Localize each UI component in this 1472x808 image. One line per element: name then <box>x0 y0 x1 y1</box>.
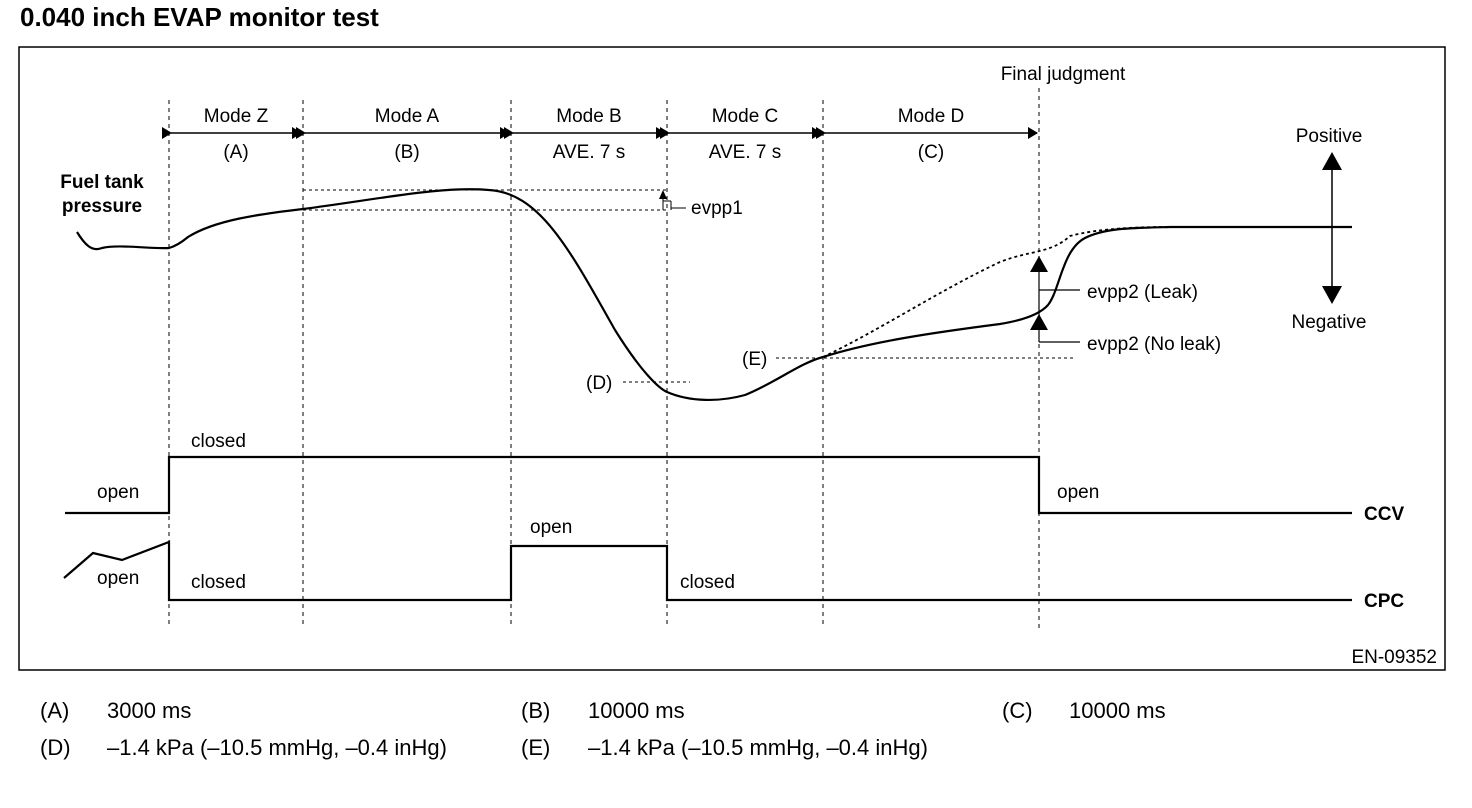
diagram-frame <box>18 46 1446 671</box>
cpc-state-before: open <box>97 568 139 589</box>
negative-label: Negative <box>1292 312 1367 333</box>
legend-value: 10000 ms <box>1069 698 1166 723</box>
mode-a-sub: (B) <box>394 142 419 163</box>
evpp1-label: evpp1 <box>691 198 743 219</box>
positive-label: Positive <box>1296 126 1363 147</box>
pressure-label-line1: Fuel tank <box>60 172 144 193</box>
evpp2-markers <box>1030 256 1080 343</box>
mode-d-label: Mode D <box>898 106 965 127</box>
cpc-state-during-1: closed <box>191 572 246 593</box>
mode-a-label: Mode A <box>375 106 440 127</box>
mode-boundaries <box>168 88 1040 628</box>
legend-key: (B) <box>521 698 551 723</box>
evpp1-reference-lines <box>303 189 667 211</box>
legend-key: (E) <box>521 735 551 760</box>
pressure-curve <box>76 188 1352 401</box>
ccv-state-before: open <box>97 482 139 503</box>
pressure-label-line2: pressure <box>62 196 142 217</box>
ccv-signal <box>65 455 1352 515</box>
cpc-state-after: closed <box>680 572 735 593</box>
page-title: 0.040 inch EVAP monitor test <box>20 2 379 32</box>
mode-b-sub: AVE. 7 s <box>553 142 626 163</box>
mode-d-sub: (C) <box>918 142 944 163</box>
figure-code: EN-09352 <box>1351 647 1437 668</box>
legend-value: –1.4 kPa (–10.5 mmHg, –0.4 inHg) <box>588 735 928 760</box>
mode-z-label: Mode Z <box>204 106 269 127</box>
legend-key: (C) <box>1002 698 1033 723</box>
evpp2-leak-label: evpp2 (Leak) <box>1087 282 1198 303</box>
ccv-state-after: open <box>1057 482 1099 503</box>
cpc-name: CPC <box>1364 591 1404 612</box>
e-label: (E) <box>742 349 767 370</box>
cpc-signal <box>63 540 1352 602</box>
ccv-state-during: closed <box>191 431 246 452</box>
leak-curve <box>822 226 1171 358</box>
pressure-direction-arrow <box>1322 152 1342 304</box>
legend-key: (A) <box>40 698 70 723</box>
legend-key: (D) <box>40 735 71 760</box>
evpp2-no-leak-label: evpp2 (No leak) <box>1087 334 1221 355</box>
evpp1-marker <box>659 190 686 210</box>
cpc-state-mode-b: open <box>530 517 572 538</box>
final-judgment-label: Final judgment <box>1001 64 1126 85</box>
mode-z-sub: (A) <box>223 142 248 163</box>
mode-c-label: Mode C <box>712 106 779 127</box>
mode-c-sub: AVE. 7 s <box>709 142 782 163</box>
legend-value: 10000 ms <box>588 698 685 723</box>
mode-b-label: Mode B <box>556 106 621 127</box>
ccv-name: CCV <box>1364 504 1404 525</box>
d-label: (D) <box>586 373 612 394</box>
legend-value: –1.4 kPa (–10.5 mmHg, –0.4 inHg) <box>107 735 447 760</box>
legend-value: 3000 ms <box>107 698 192 723</box>
